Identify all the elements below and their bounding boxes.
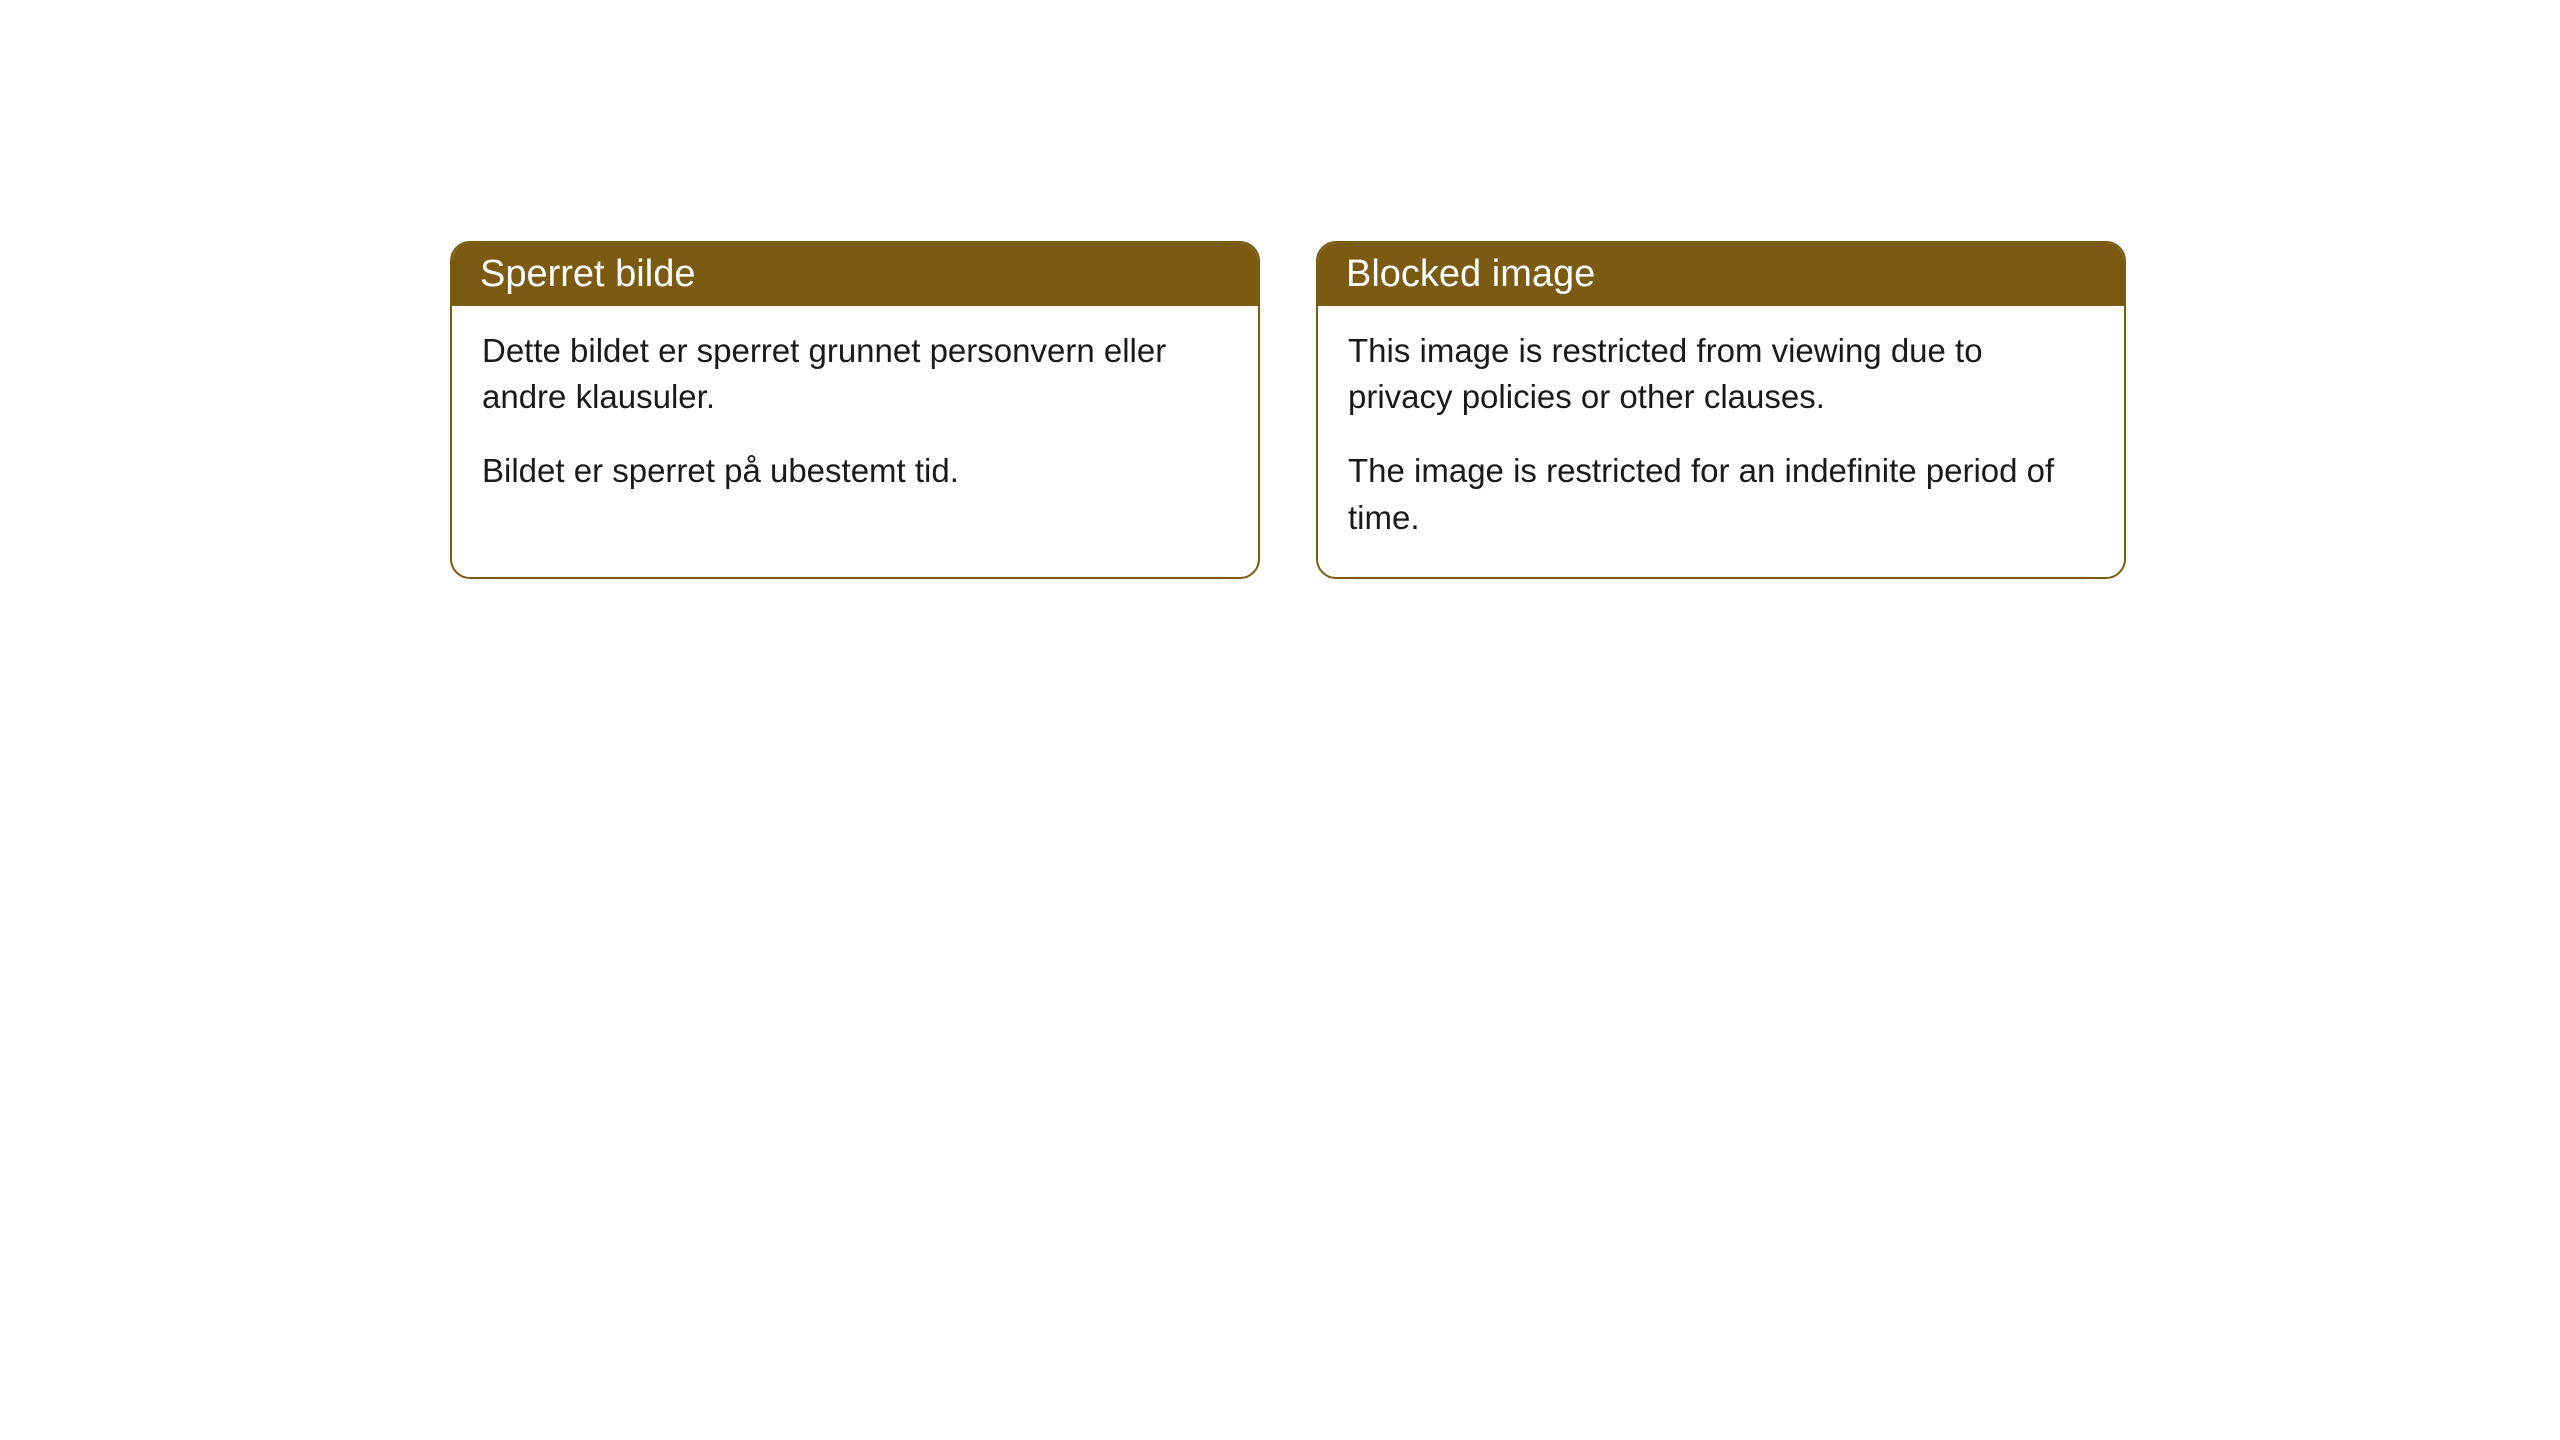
blocked-image-card-no: Sperret bilde Dette bildet er sperret gr… xyxy=(450,241,1260,579)
card-header: Blocked image xyxy=(1318,243,2124,306)
card-paragraph: The image is restricted for an indefinit… xyxy=(1348,448,2094,540)
card-paragraph: This image is restricted from viewing du… xyxy=(1348,328,2094,420)
cards-container: Sperret bilde Dette bildet er sperret gr… xyxy=(450,241,2126,579)
blocked-image-card-en: Blocked image This image is restricted f… xyxy=(1316,241,2126,579)
card-body: This image is restricted from viewing du… xyxy=(1318,306,2124,577)
card-body: Dette bildet er sperret grunnet personve… xyxy=(452,306,1258,531)
card-header: Sperret bilde xyxy=(452,243,1258,306)
card-paragraph: Dette bildet er sperret grunnet personve… xyxy=(482,328,1228,420)
card-paragraph: Bildet er sperret på ubestemt tid. xyxy=(482,448,1228,494)
